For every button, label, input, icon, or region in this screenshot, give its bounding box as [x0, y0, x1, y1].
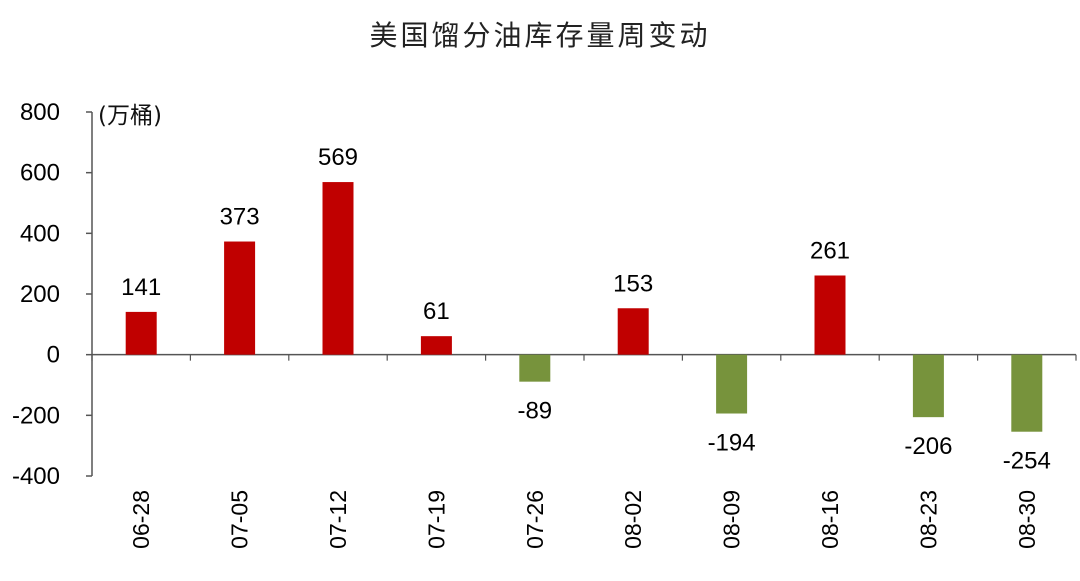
bar: [420, 336, 452, 355]
y-tick-label: -200: [12, 402, 60, 429]
bar: [322, 182, 354, 355]
bar: [224, 241, 256, 355]
data-label: -206: [904, 433, 952, 460]
bar: [617, 308, 649, 355]
data-label: 373: [220, 204, 260, 231]
data-label: -194: [708, 430, 756, 457]
bar: [814, 275, 846, 355]
x-tick-label: 07-05: [227, 490, 253, 549]
y-tick-label: -400: [12, 463, 60, 490]
x-tick-label: 08-16: [817, 490, 843, 549]
x-tick-label: 07-12: [325, 490, 351, 549]
y-tick-label: 600: [20, 160, 60, 187]
y-tick-label: 200: [20, 281, 60, 308]
y-tick-label: 400: [20, 220, 60, 247]
bar: [125, 311, 157, 355]
data-label: 153: [613, 270, 653, 297]
x-tick-label: 08-09: [719, 490, 745, 549]
x-tick-label: 08-23: [915, 490, 941, 549]
bar: [912, 354, 944, 418]
bar: [716, 354, 748, 414]
data-label: 61: [423, 298, 450, 325]
x-tick-label: 07-19: [423, 490, 449, 549]
y-axis-unit-label: (万桶): [98, 103, 162, 129]
data-label: -89: [517, 398, 552, 425]
x-tick-label: 08-30: [1014, 490, 1040, 549]
x-tick-label: 07-26: [522, 490, 548, 549]
data-label: 569: [318, 144, 358, 171]
y-tick-label: 800: [20, 99, 60, 126]
chart-title: 美国馏分油库存量周变动: [369, 19, 711, 52]
bar: [519, 354, 551, 382]
x-tick-label: 06-28: [128, 490, 154, 549]
bar: [1011, 354, 1043, 432]
y-tick-label: 0: [47, 342, 60, 369]
data-label: 261: [810, 237, 850, 264]
data-label: -254: [1003, 448, 1051, 475]
x-tick-label: 08-02: [620, 490, 646, 549]
data-label: 141: [121, 274, 161, 301]
